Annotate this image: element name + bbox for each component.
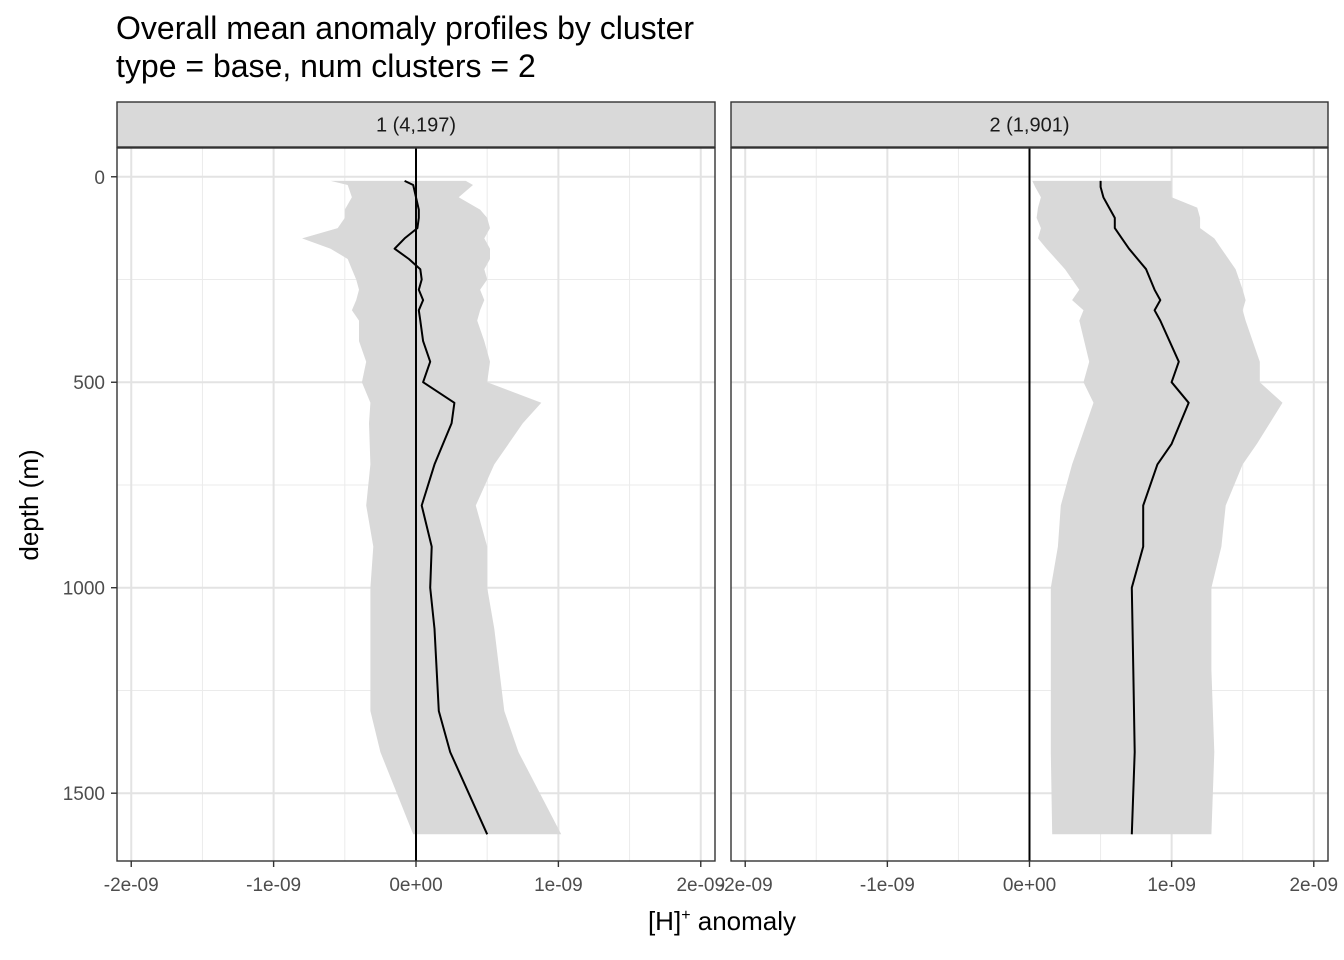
x-tick-label: 1e-09 [534, 875, 583, 896]
facet-strip [730, 101, 1329, 148]
x-tick-label: 2e-09 [1289, 875, 1338, 896]
facet-strip [116, 101, 716, 148]
x-tick-label: -2e-09 [104, 875, 159, 896]
chart-title: Overall mean anomaly profiles by cluster [116, 10, 695, 46]
facet-strip-label: 2 (1,901) [989, 115, 1069, 137]
x-tick-label: -1e-09 [860, 875, 915, 896]
y-tick-label: 500 [73, 373, 105, 394]
y-tick-label: 1500 [63, 784, 105, 805]
y-axis-title: depth (m) [14, 449, 44, 560]
x-axis-title: [H]+ anomaly [648, 906, 796, 936]
x-tick-label: 2e-09 [676, 875, 725, 896]
x-tick-label: 0e+00 [389, 875, 442, 896]
x-tick-label: 1e-09 [1147, 875, 1196, 896]
confidence-ribbon [1032, 180, 1283, 835]
mean-anomaly-line [1099, 180, 1190, 835]
y-tick-label: 0 [94, 168, 105, 189]
facet-strip-label: 1 (4,197) [376, 115, 456, 137]
x-tick-label: -1e-09 [246, 875, 301, 896]
confidence-ribbon [302, 180, 562, 835]
x-tick-label: -2e-09 [718, 875, 773, 896]
mean-anomaly-line [393, 179, 489, 835]
y-tick-label: 1000 [63, 579, 105, 600]
chart-subtitle: type = base, num clusters = 2 [116, 48, 536, 84]
x-tick-label: 0e+00 [1003, 875, 1056, 896]
facet-panel-1: 1 (4,197) -2e-09 -1e-09 0e+00 1e-09 2e-09 0 500… [63, 101, 725, 896]
facet-panel-2: 2 (1,901) -2e-09 -1e-09 0e+00 1e-09 2e-09 [718, 101, 1338, 896]
